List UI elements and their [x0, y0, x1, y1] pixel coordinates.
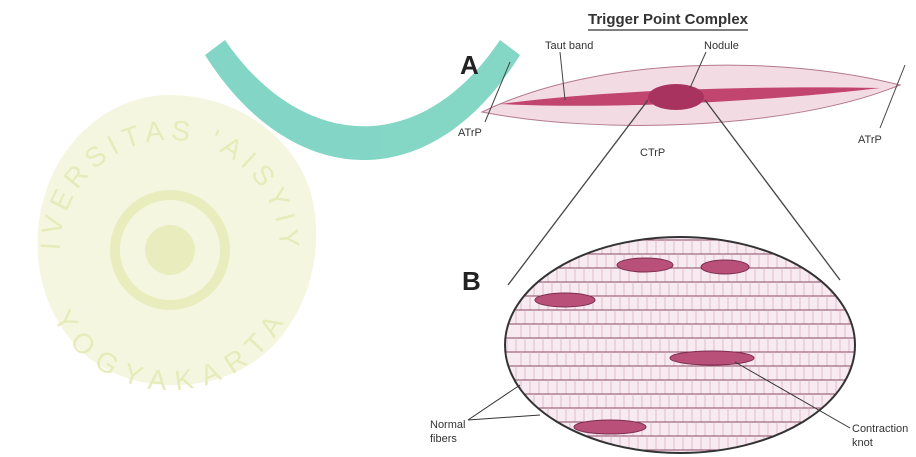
end-line	[880, 65, 905, 128]
contraction-knot	[535, 293, 595, 307]
watermark: UNIVERSITAS 'AISYIYAH YOGYAKARTA	[0, 0, 520, 397]
contraction-knot	[701, 260, 749, 274]
label-line: Normal	[430, 419, 465, 431]
contraction-knot	[574, 420, 646, 434]
label-line: knot	[852, 437, 873, 449]
label: ATrP	[458, 127, 482, 139]
panel-label: A	[460, 50, 479, 80]
contraction-knot	[617, 258, 673, 272]
panel-label: B	[462, 266, 481, 296]
label-line: fibers	[430, 433, 457, 445]
label-line: Contraction	[852, 423, 908, 435]
label: Normal fibers	[430, 419, 465, 445]
watermark-center	[145, 225, 195, 275]
label: Taut band	[545, 40, 593, 52]
label: Nodule	[704, 40, 739, 52]
leader	[468, 415, 540, 420]
label: ATrP	[858, 134, 882, 146]
leader	[468, 385, 520, 420]
contraction-knot	[670, 351, 754, 365]
nodule	[648, 84, 704, 110]
label: CTrP	[640, 147, 665, 159]
diagram: UNIVERSITAS 'AISYIYAH YOGYAKARTA Trigger…	[0, 0, 916, 457]
magnified-view	[505, 237, 855, 453]
title: Trigger Point Complex	[588, 11, 749, 28]
label: Contraction knot	[852, 423, 908, 449]
